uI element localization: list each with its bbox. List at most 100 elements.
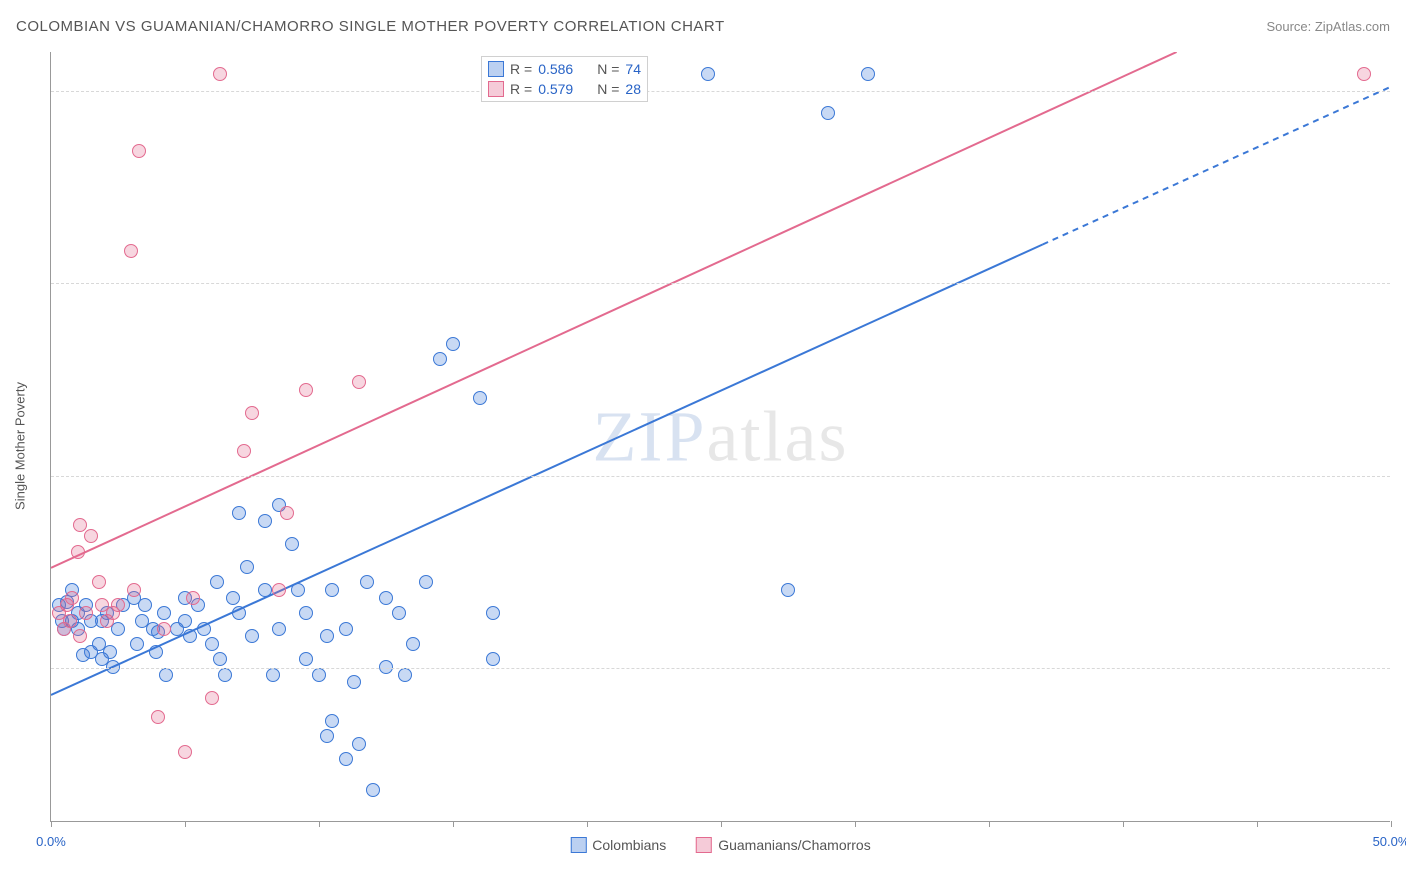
x-tick	[1123, 821, 1124, 827]
r-label: R =	[510, 61, 532, 77]
data-point-colombians	[821, 106, 835, 120]
data-point-colombians	[197, 622, 211, 636]
data-point-colombians	[178, 614, 192, 628]
stats-legend-row-colombians: R = 0.586N = 74	[488, 59, 641, 79]
data-point-colombians	[320, 729, 334, 743]
stats-legend-row-guamanians: R = 0.579 N = 28	[488, 79, 641, 99]
data-point-colombians	[433, 352, 447, 366]
regression-line-guamanians	[51, 52, 1177, 568]
data-point-colombians	[861, 67, 875, 81]
r-value-guamanians: 0.579	[538, 81, 573, 97]
chart-container: COLOMBIAN VS GUAMANIAN/CHAMORRO SINGLE M…	[0, 0, 1406, 892]
data-point-guamanians	[151, 710, 165, 724]
data-point-guamanians	[213, 67, 227, 81]
data-point-colombians	[339, 622, 353, 636]
data-point-colombians	[218, 668, 232, 682]
legend-swatch-colombians	[570, 837, 586, 853]
data-point-colombians	[205, 637, 219, 651]
n-value-colombians: 74	[625, 61, 641, 77]
legend-item-colombians: Colombians	[570, 837, 666, 853]
data-point-guamanians	[73, 518, 87, 532]
data-point-guamanians	[186, 591, 200, 605]
legend-swatch-guamanians	[696, 837, 712, 853]
data-point-guamanians	[92, 575, 106, 589]
data-point-colombians	[406, 637, 420, 651]
data-point-colombians	[245, 629, 259, 643]
n-label: N =	[597, 81, 619, 97]
x-tick	[1391, 821, 1392, 827]
data-point-guamanians	[79, 606, 93, 620]
chart-title: COLOMBIAN VS GUAMANIAN/CHAMORRO SINGLE M…	[16, 18, 725, 35]
data-point-colombians	[473, 391, 487, 405]
series-legend: Colombians Guamanians/Chamorros	[570, 837, 870, 853]
data-point-colombians	[138, 598, 152, 612]
y-tick-label: 25.0%	[1395, 660, 1406, 675]
data-point-colombians	[232, 506, 246, 520]
x-tick	[185, 821, 186, 827]
data-point-guamanians	[1357, 67, 1371, 81]
data-point-guamanians	[111, 598, 125, 612]
data-point-colombians	[130, 637, 144, 651]
data-point-colombians	[325, 583, 339, 597]
x-tick	[721, 821, 722, 827]
x-tick-label: 0.0%	[36, 834, 66, 849]
data-point-colombians	[347, 675, 361, 689]
data-point-guamanians	[65, 591, 79, 605]
gridline	[51, 91, 1390, 92]
x-tick	[587, 821, 588, 827]
source-attribution: Source: ZipAtlas.com	[1266, 19, 1390, 34]
data-point-colombians	[392, 606, 406, 620]
data-point-guamanians	[84, 529, 98, 543]
legend-swatch-guamanians	[488, 81, 504, 97]
data-point-colombians	[701, 67, 715, 81]
y-tick-label: 50.0%	[1395, 468, 1406, 483]
data-point-guamanians	[127, 583, 141, 597]
data-point-guamanians	[205, 691, 219, 705]
data-point-guamanians	[157, 622, 171, 636]
data-point-guamanians	[352, 375, 366, 389]
data-point-colombians	[266, 668, 280, 682]
data-point-colombians	[106, 660, 120, 674]
data-point-colombians	[285, 537, 299, 551]
x-tick	[989, 821, 990, 827]
data-point-colombians	[299, 606, 313, 620]
y-axis-label: Single Mother Poverty	[13, 382, 28, 510]
legend-item-guamanians: Guamanians/Chamorros	[696, 837, 871, 853]
data-point-colombians	[258, 583, 272, 597]
data-point-colombians	[226, 591, 240, 605]
data-point-colombians	[157, 606, 171, 620]
data-point-colombians	[103, 645, 117, 659]
data-point-colombians	[149, 645, 163, 659]
gridline	[51, 668, 1390, 669]
data-point-colombians	[258, 514, 272, 528]
plot-clip	[51, 52, 1390, 821]
data-point-guamanians	[124, 244, 138, 258]
data-point-colombians	[486, 606, 500, 620]
plot-area: ZIPatlas R = 0.586N = 74R = 0.579N = 28 …	[50, 52, 1390, 822]
data-point-guamanians	[132, 144, 146, 158]
x-tick	[1257, 821, 1258, 827]
data-point-colombians	[210, 575, 224, 589]
data-point-colombians	[379, 660, 393, 674]
x-tick	[51, 821, 52, 827]
x-tick	[319, 821, 320, 827]
data-point-colombians	[291, 583, 305, 597]
data-point-colombians	[781, 583, 795, 597]
data-point-colombians	[352, 737, 366, 751]
data-point-guamanians	[237, 444, 251, 458]
data-point-guamanians	[272, 583, 286, 597]
data-point-colombians	[339, 752, 353, 766]
data-point-colombians	[299, 652, 313, 666]
n-value-guamanians: 28	[625, 81, 641, 97]
data-point-colombians	[272, 622, 286, 636]
data-point-colombians	[312, 668, 326, 682]
data-point-colombians	[446, 337, 460, 351]
data-point-colombians	[325, 714, 339, 728]
data-point-guamanians	[63, 614, 77, 628]
r-label: R =	[510, 81, 532, 97]
regression-line-dashed-colombians	[1043, 87, 1390, 245]
data-point-guamanians	[71, 545, 85, 559]
data-point-colombians	[366, 783, 380, 797]
legend-swatch-colombians	[488, 61, 504, 77]
data-point-guamanians	[178, 745, 192, 759]
